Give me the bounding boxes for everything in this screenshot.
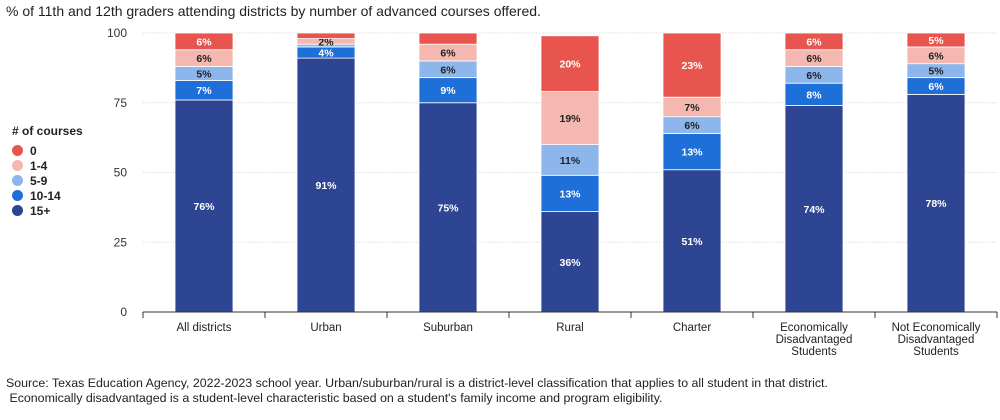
data-label-6-4: 5% xyxy=(928,35,944,47)
data-label-5-1: 8% xyxy=(806,89,822,101)
bar-segment-4-4 xyxy=(662,32,722,98)
legend-label-0: 0 xyxy=(30,143,37,158)
bar-segment-5-4 xyxy=(784,32,844,51)
source-line-2: Economically disadvantaged is a student-… xyxy=(6,391,663,405)
data-label-6-1: 6% xyxy=(928,81,944,93)
bar-segment-2-4 xyxy=(418,32,478,45)
data-label-5-0: 74% xyxy=(803,204,825,216)
bar-segment-6-4 xyxy=(906,32,966,48)
data-label-3-1: 13% xyxy=(559,188,581,200)
legend-item-3: 10-14 xyxy=(12,188,83,203)
legend-swatch-4 xyxy=(12,205,23,216)
bar-segment-2-1 xyxy=(418,77,478,104)
bar-segment-0-4 xyxy=(174,32,234,51)
legend-label-1: 1-4 xyxy=(30,158,48,173)
data-label-1-0: 91% xyxy=(315,180,337,192)
x-tick-label-5-2: Students xyxy=(791,346,837,358)
bar-segment-3-3 xyxy=(540,91,600,145)
data-label-4-0: 51% xyxy=(681,236,703,248)
legend-label-2: 5-9 xyxy=(30,173,48,188)
x-tick-label-6-0: Not Economically xyxy=(892,322,981,334)
legend-swatch-3 xyxy=(12,190,23,201)
data-label-4-4: 23% xyxy=(681,60,703,72)
legend-item-1: 1-4 xyxy=(12,158,83,173)
legend-title: # of courses xyxy=(12,124,83,138)
data-label-4-1: 13% xyxy=(681,147,703,159)
data-label-2-1: 9% xyxy=(440,85,456,97)
data-label-4-2: 6% xyxy=(684,120,700,132)
y-tick-label-100: 100 xyxy=(107,26,127,40)
bar-segment-1-4 xyxy=(296,32,356,39)
data-label-4-3: 7% xyxy=(684,102,700,114)
chart-title: % of 11th and 12th graders attending dis… xyxy=(6,3,541,19)
data-label-3-4: 20% xyxy=(559,59,581,71)
x-tick-label-4-0: Charter xyxy=(673,322,712,334)
legend-item-4: 15+ xyxy=(12,203,83,218)
data-label-0-3: 6% xyxy=(196,53,212,65)
data-label-2-2: 6% xyxy=(440,64,456,76)
y-tick-label-50: 50 xyxy=(114,166,128,180)
legend-item-2: 5-9 xyxy=(12,173,83,188)
data-label-6-3: 6% xyxy=(928,50,944,62)
bar-segment-3-0 xyxy=(540,211,600,313)
y-tick-label-0: 0 xyxy=(120,305,127,319)
source-note: Source: Texas Education Agency, 2022-202… xyxy=(6,376,828,406)
x-tick-label-6-1: Disadvantaged xyxy=(898,334,975,346)
legend-item-0: 0 xyxy=(12,143,83,158)
source-line-1: Source: Texas Education Agency, 2022-202… xyxy=(6,376,828,390)
data-label-0-0: 76% xyxy=(193,201,215,213)
data-label-2-0: 75% xyxy=(437,202,459,214)
bar-segment-4-1 xyxy=(662,133,722,171)
data-label-1-1: 4% xyxy=(318,48,334,60)
data-label-5-3: 6% xyxy=(806,53,822,65)
bar-segment-3-1 xyxy=(540,174,600,212)
x-tick-label-5-0: Economically xyxy=(780,322,848,334)
data-label-3-3: 19% xyxy=(559,113,581,125)
data-label-2-3: 6% xyxy=(440,48,456,60)
x-tick-label-2-0: Suburban xyxy=(423,322,473,334)
data-label-3-0: 36% xyxy=(559,257,581,269)
legend-items: 0 1-4 5-9 10-14 15+ xyxy=(12,143,83,218)
data-label-0-1: 7% xyxy=(196,85,212,97)
data-label-0-2: 5% xyxy=(196,68,212,80)
legend: # of courses 0 1-4 5-9 10-14 15+ xyxy=(12,124,83,218)
legend-swatch-1 xyxy=(12,160,23,171)
bar-segment-6-0 xyxy=(906,93,966,313)
x-tick-label-3-0: Rural xyxy=(556,322,583,334)
data-label-1-3: 2% xyxy=(318,36,334,48)
data-label-6-2: 5% xyxy=(928,66,944,78)
y-tick-label-25: 25 xyxy=(114,235,128,249)
legend-swatch-2 xyxy=(12,175,23,186)
data-label-0-4: 6% xyxy=(196,36,212,48)
x-tick-label-6-2: Students xyxy=(913,346,959,358)
x-tick-label-5-1: Disadvantaged xyxy=(776,334,853,346)
data-label-6-0: 78% xyxy=(925,198,947,210)
x-tick-label-1-0: Urban xyxy=(310,322,341,334)
bar-segment-4-0 xyxy=(662,169,722,313)
x-tick-label-0-0: All districts xyxy=(177,322,232,334)
bar-segment-3-4 xyxy=(540,35,600,92)
bar-segment-1-0 xyxy=(296,57,356,313)
y-tick-label-75: 75 xyxy=(114,96,128,110)
data-label-5-4: 6% xyxy=(806,36,822,48)
legend-label-3: 10-14 xyxy=(30,188,61,203)
legend-label-4: 15+ xyxy=(30,203,51,218)
bar-segment-5-0 xyxy=(784,105,844,313)
legend-swatch-0 xyxy=(12,145,23,156)
data-label-3-2: 11% xyxy=(560,155,581,167)
data-label-5-2: 6% xyxy=(806,70,822,82)
bar-segment-0-0 xyxy=(174,99,234,313)
